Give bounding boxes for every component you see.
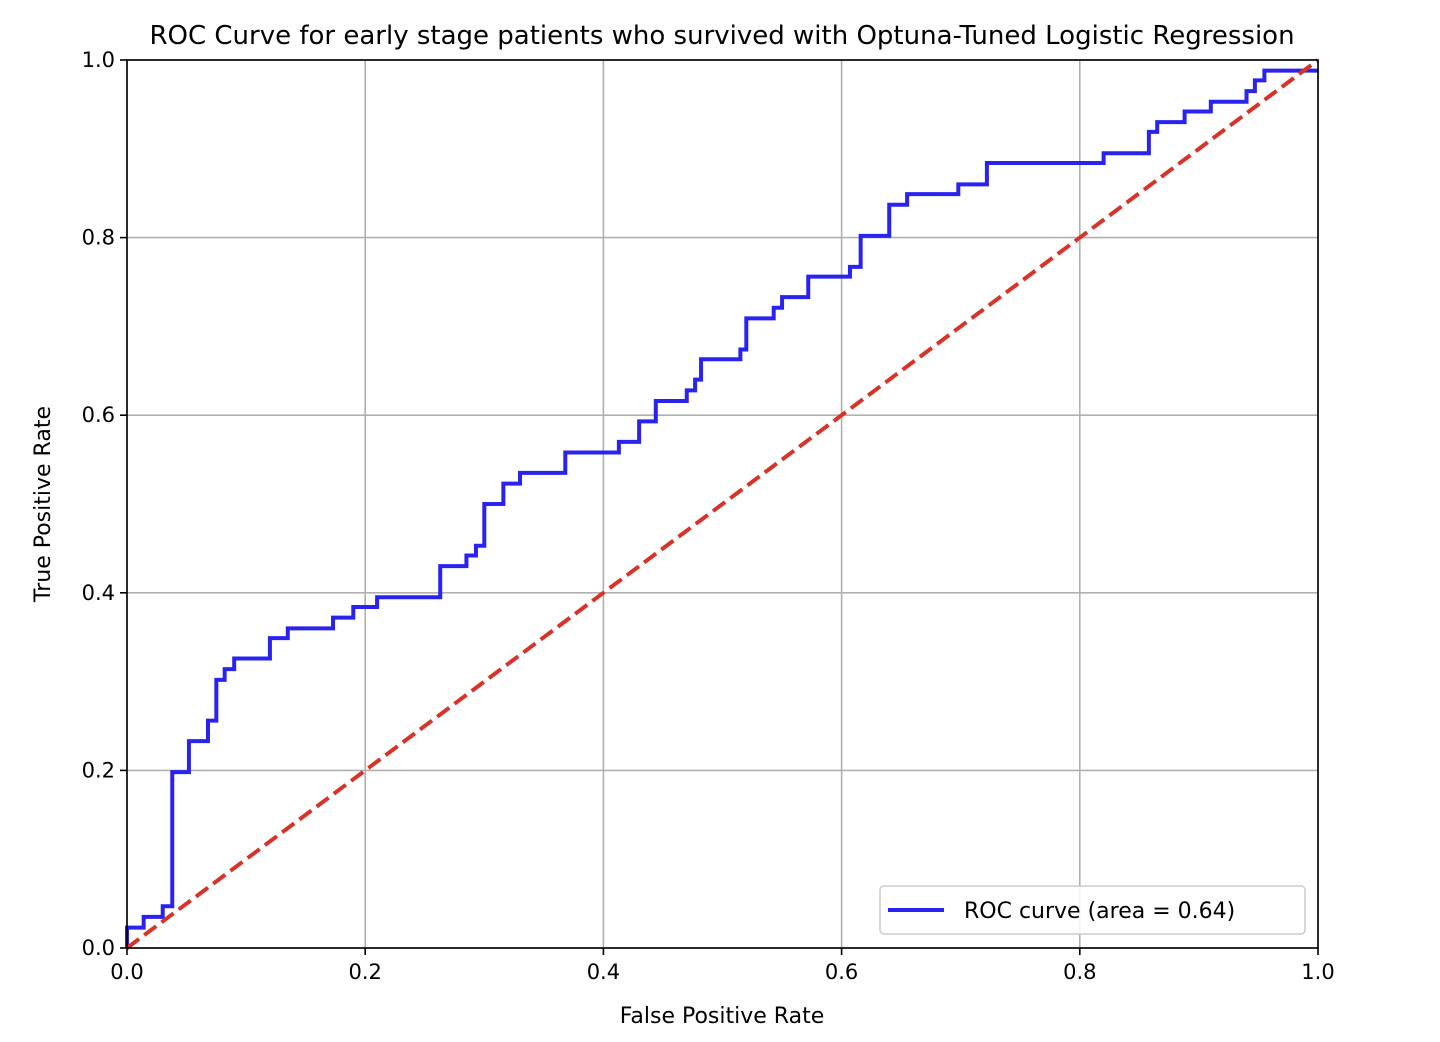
roc-curve-line [125, 68, 1318, 948]
y-tick-label: 0.6 [82, 403, 115, 427]
y-axis-label: True Positive Rate [31, 406, 56, 603]
y-tick-label: 0.8 [82, 226, 115, 250]
y-tick-label: 1.0 [82, 48, 115, 72]
x-tick-label: 0.6 [825, 960, 858, 984]
plot-frame [126, 59, 1319, 949]
y-tick-label: 0.0 [82, 936, 115, 960]
y-tick-label: 0.2 [82, 758, 115, 782]
legend-box [879, 885, 1306, 935]
legend-entry-roc: ROC curve (area = 0.64) [964, 899, 1235, 924]
axis-ticks: 0.0 0.2 0.4 0.6 0.8 1.0 0.0 0.2 0.4 0.6 0.8 1.0 [82, 48, 1335, 984]
x-axis-label: False Positive Rate [620, 1004, 824, 1029]
x-tick-label: 0.2 [348, 960, 381, 984]
series-layer [125, 58, 1320, 950]
x-tick-label: 0.0 [110, 960, 143, 984]
legend: ROC curve (area = 0.64) [879, 885, 1306, 935]
x-tick-label: 0.8 [1063, 960, 1096, 984]
x-tick-label: 1.0 [1301, 960, 1334, 984]
chart-title: ROC Curve for early stage patients who s… [149, 21, 1294, 51]
x-tick-label: 0.4 [587, 960, 620, 984]
y-tick-label: 0.4 [82, 581, 115, 605]
chance-diagonal-line [125, 58, 1320, 950]
